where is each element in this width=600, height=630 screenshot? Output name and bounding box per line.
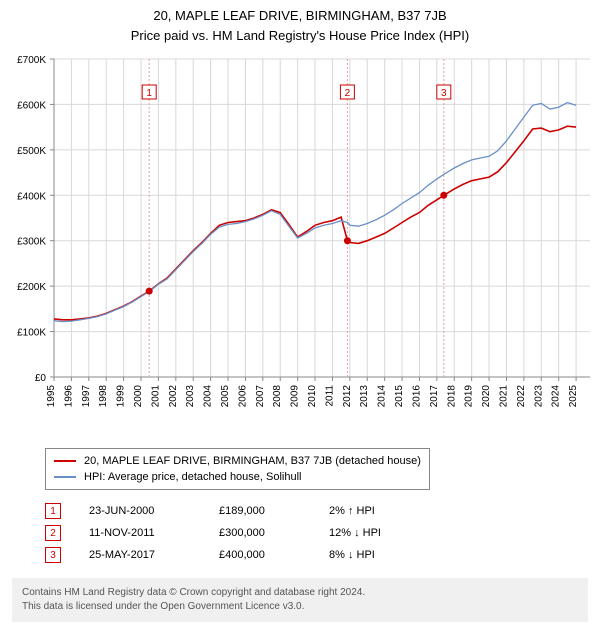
svg-text:£300K: £300K — [17, 237, 46, 248]
legend: 20, MAPLE LEAF DRIVE, BIRMINGHAM, B37 7J… — [45, 448, 430, 490]
svg-text:1997: 1997 — [81, 385, 92, 408]
event-row: 2 11-NOV-2011 £300,000 12% ↓ HPI — [45, 522, 600, 544]
svg-text:1996: 1996 — [63, 385, 74, 408]
svg-text:2013: 2013 — [359, 385, 370, 408]
svg-text:2024: 2024 — [551, 385, 562, 408]
svg-text:2004: 2004 — [203, 385, 214, 408]
event-diff: 2% ↑ HPI — [329, 505, 429, 517]
footer-line: This data is licensed under the Open Gov… — [22, 600, 578, 614]
event-price: £300,000 — [219, 527, 329, 539]
svg-text:£400K: £400K — [17, 191, 46, 202]
svg-text:2000: 2000 — [133, 385, 144, 408]
legend-item: 20, MAPLE LEAF DRIVE, BIRMINGHAM, B37 7J… — [54, 453, 421, 469]
svg-text:2003: 2003 — [185, 385, 196, 408]
event-date: 25-MAY-2017 — [89, 549, 219, 561]
svg-text:2010: 2010 — [307, 385, 318, 408]
event-price: £189,000 — [219, 505, 329, 517]
svg-text:2007: 2007 — [255, 385, 266, 408]
event-marker-icon: 2 — [45, 525, 61, 541]
event-row: 1 23-JUN-2000 £189,000 2% ↑ HPI — [45, 500, 600, 522]
svg-text:2025: 2025 — [568, 385, 579, 408]
legend-label: HPI: Average price, detached house, Soli… — [84, 471, 302, 483]
event-marker-icon: 1 — [45, 503, 61, 519]
svg-text:3: 3 — [441, 88, 447, 99]
svg-text:2021: 2021 — [498, 385, 509, 408]
svg-text:2023: 2023 — [533, 385, 544, 408]
svg-text:2016: 2016 — [411, 385, 422, 408]
svg-text:2001: 2001 — [150, 385, 161, 408]
event-marker-icon: 3 — [45, 547, 61, 563]
svg-text:1999: 1999 — [116, 385, 127, 408]
events-table: 1 23-JUN-2000 £189,000 2% ↑ HPI 2 11-NOV… — [45, 500, 600, 566]
svg-text:2019: 2019 — [464, 385, 475, 408]
svg-text:1998: 1998 — [98, 385, 109, 408]
event-price: £400,000 — [219, 549, 329, 561]
event-row: 3 25-MAY-2017 £400,000 8% ↓ HPI — [45, 544, 600, 566]
legend-swatch — [54, 476, 76, 478]
svg-text:2022: 2022 — [516, 385, 527, 408]
legend-swatch — [54, 460, 76, 462]
svg-text:£500K: £500K — [17, 146, 46, 157]
footer-line: Contains HM Land Registry data © Crown c… — [22, 586, 578, 600]
chart-area: £0 £100K £200K £300K £400K £500K £600K £700K 199… — [0, 47, 600, 442]
svg-text:2005: 2005 — [220, 385, 231, 408]
svg-text:2012: 2012 — [342, 385, 353, 408]
svg-text:2014: 2014 — [377, 385, 388, 408]
event-date: 11-NOV-2011 — [89, 527, 219, 539]
svg-text:2: 2 — [345, 88, 351, 99]
legend-item: HPI: Average price, detached house, Soli… — [54, 469, 421, 485]
svg-text:2011: 2011 — [324, 385, 335, 407]
title-subtitle: Price paid vs. HM Land Registry's House … — [0, 26, 600, 46]
chart-container: 20, MAPLE LEAF DRIVE, BIRMINGHAM, B37 7J… — [0, 0, 600, 622]
chart-svg: £0 £100K £200K £300K £400K £500K £600K £700K 199… — [0, 47, 600, 442]
event-diff: 12% ↓ HPI — [329, 527, 429, 539]
svg-text:£600K: £600K — [17, 100, 46, 111]
svg-text:2002: 2002 — [168, 385, 179, 408]
svg-text:2020: 2020 — [481, 385, 492, 408]
svg-text:2006: 2006 — [237, 385, 248, 408]
title-address: 20, MAPLE LEAF DRIVE, BIRMINGHAM, B37 7J… — [0, 6, 600, 26]
svg-text:£100K: £100K — [17, 328, 46, 339]
svg-text:1995: 1995 — [46, 385, 57, 408]
svg-text:2018: 2018 — [446, 385, 457, 408]
svg-text:2017: 2017 — [429, 385, 440, 408]
svg-text:1: 1 — [146, 88, 152, 99]
svg-text:2009: 2009 — [290, 385, 301, 408]
legend-label: 20, MAPLE LEAF DRIVE, BIRMINGHAM, B37 7J… — [84, 455, 421, 467]
svg-text:£700K: £700K — [17, 55, 46, 66]
svg-text:2015: 2015 — [394, 385, 405, 408]
svg-text:£0: £0 — [35, 373, 47, 384]
svg-text:£200K: £200K — [17, 282, 46, 293]
event-diff: 8% ↓ HPI — [329, 549, 429, 561]
attribution-footer: Contains HM Land Registry data © Crown c… — [12, 578, 588, 622]
svg-text:2008: 2008 — [272, 385, 283, 408]
title-block: 20, MAPLE LEAF DRIVE, BIRMINGHAM, B37 7J… — [0, 0, 600, 47]
event-date: 23-JUN-2000 — [89, 505, 219, 517]
